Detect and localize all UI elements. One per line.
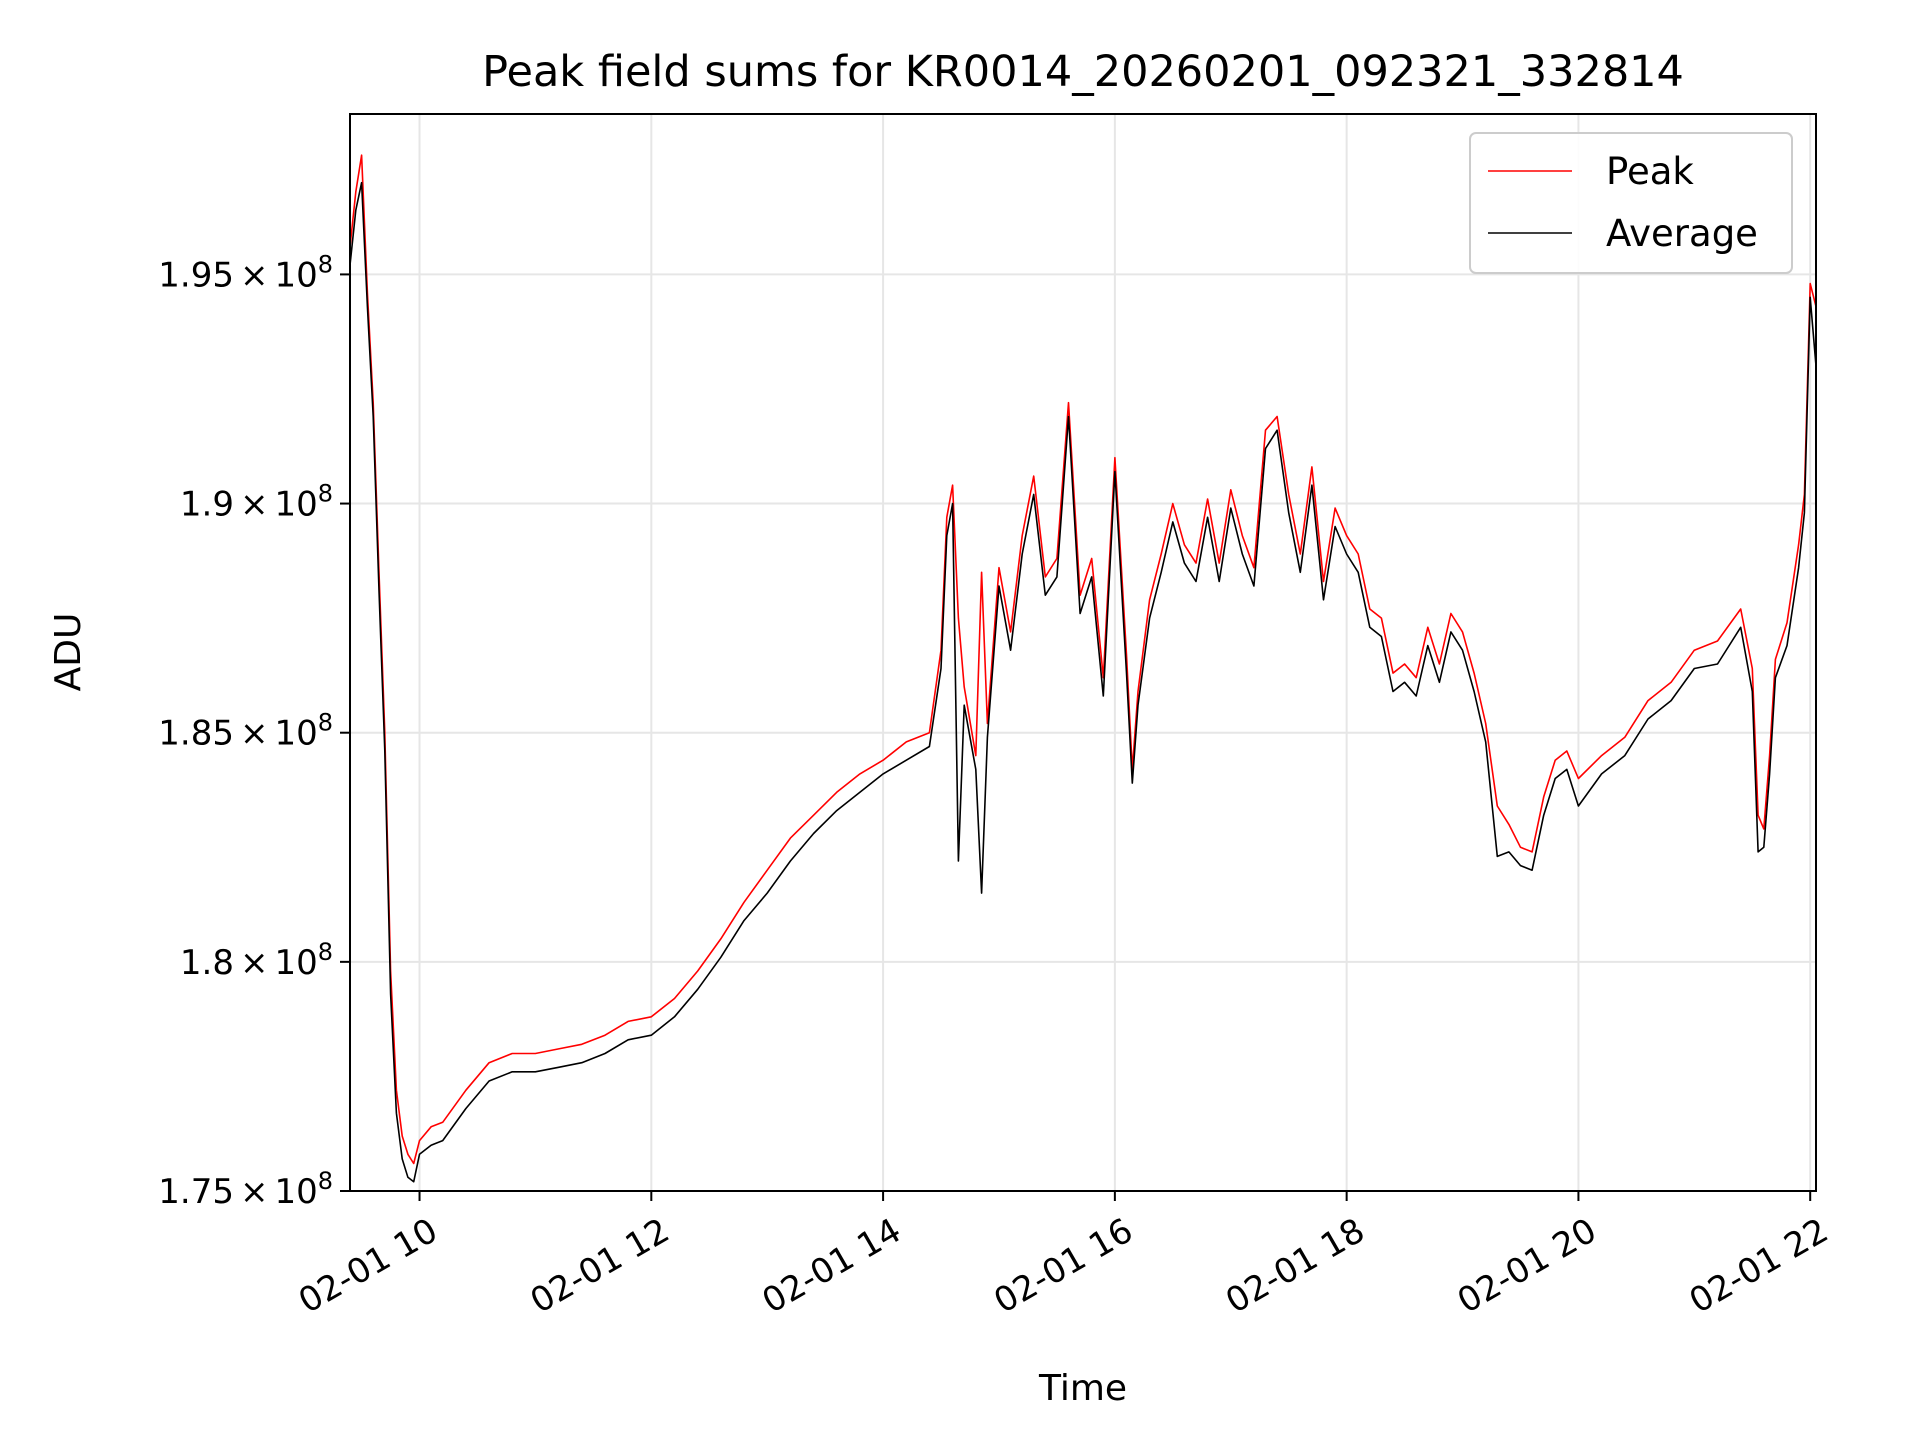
series-line-average bbox=[349, 181, 1817, 1183]
y-axis-label: ADU bbox=[48, 613, 89, 692]
y-tick-label: 1.75 × 108 bbox=[158, 1167, 333, 1212]
chart-title: Peak field sums for KR0014_20260201_0923… bbox=[482, 47, 1684, 97]
y-tick-mantissa: 1.75 bbox=[158, 1172, 234, 1212]
y-tick-exponent: 8 bbox=[318, 709, 333, 737]
y-tick-times: × bbox=[240, 485, 269, 525]
y-tick-base: 10 bbox=[274, 1172, 317, 1212]
y-tick-base: 10 bbox=[274, 714, 317, 754]
y-tick-mantissa: 1.9 bbox=[180, 485, 234, 525]
legend-label-peak: Peak bbox=[1606, 150, 1694, 193]
plot-frame bbox=[349, 113, 1817, 1192]
y-tick-base: 10 bbox=[274, 485, 317, 525]
y-tick-base: 10 bbox=[274, 255, 317, 295]
y-tick-label: 1.85 × 108 bbox=[158, 709, 333, 754]
series-layer bbox=[349, 154, 1817, 1183]
y-tick-label: 1.95 × 108 bbox=[158, 250, 333, 295]
y-tick-times: × bbox=[240, 1172, 269, 1212]
y-tick-exponent: 8 bbox=[318, 250, 333, 278]
x-axis-label: Time bbox=[1038, 1368, 1127, 1409]
y-tick-mantissa: 1.95 bbox=[158, 255, 234, 295]
y-tick-exponent: 8 bbox=[318, 1167, 333, 1195]
legend-box bbox=[1469, 132, 1793, 274]
y-tick-times: × bbox=[240, 255, 269, 295]
y-tick-base: 10 bbox=[274, 943, 317, 983]
y-tick-label: 1.9 × 108 bbox=[180, 480, 333, 525]
legend: Peak Average bbox=[1469, 132, 1793, 274]
y-tick-label: 1.8 × 108 bbox=[180, 938, 333, 983]
y-tick-mantissa: 1.85 bbox=[158, 714, 234, 754]
y-tick-times: × bbox=[240, 714, 269, 754]
y-tick-exponent: 8 bbox=[318, 480, 333, 508]
y-tick-exponent: 8 bbox=[318, 938, 333, 966]
y-tick-times: × bbox=[240, 943, 269, 983]
legend-label-average: Average bbox=[1606, 212, 1758, 255]
y-tick-mantissa: 1.8 bbox=[180, 943, 234, 983]
